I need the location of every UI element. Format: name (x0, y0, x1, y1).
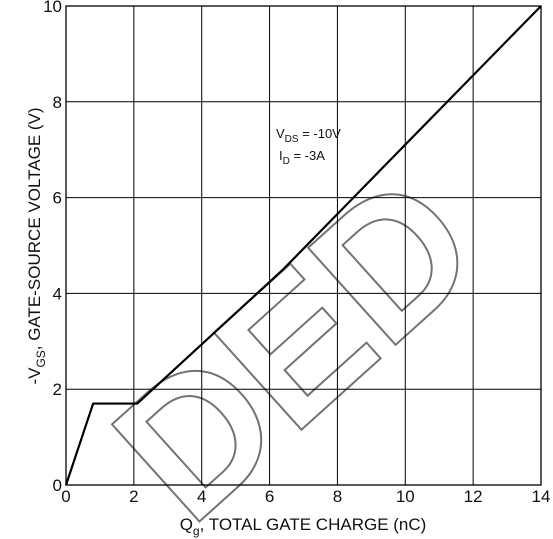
y-tick-label: 0 (53, 476, 62, 495)
x-tick-label: 12 (464, 487, 483, 506)
x-tick-labels: 0 2 4 6 8 10 12 14 (61, 487, 550, 506)
y-tick-label: 2 (53, 380, 62, 399)
x-tick-label: 2 (129, 487, 138, 506)
watermark: DED (76, 134, 516, 539)
x-tick-label: 6 (265, 487, 274, 506)
y-tick-label: 8 (53, 93, 62, 112)
series-layer (64, 5, 542, 486)
annotation-vds: VDS = -10V (276, 126, 341, 145)
y-tick-label: 6 (53, 189, 62, 208)
grid-lines (65, 5, 542, 486)
y-tick-label: 10 (43, 0, 62, 16)
x-tick-label: 4 (197, 487, 206, 506)
series-line (64, 5, 542, 486)
annotation-id: ID = -3A (279, 148, 325, 167)
x-tick-label: 0 (61, 487, 70, 506)
x-tick-label: 14 (532, 487, 551, 506)
y-axis-label: -VGS, GATE-SOURCE VOLTAGE (V) (25, 107, 48, 384)
x-tick-label: 8 (333, 487, 342, 506)
y-tick-label: 4 (53, 284, 62, 303)
y-tick-labels: 0 2 4 6 8 10 (43, 0, 62, 495)
x-tick-label: 10 (396, 487, 415, 506)
x-axis-label: Qg, TOTAL GATE CHARGE (nC) (180, 515, 427, 538)
